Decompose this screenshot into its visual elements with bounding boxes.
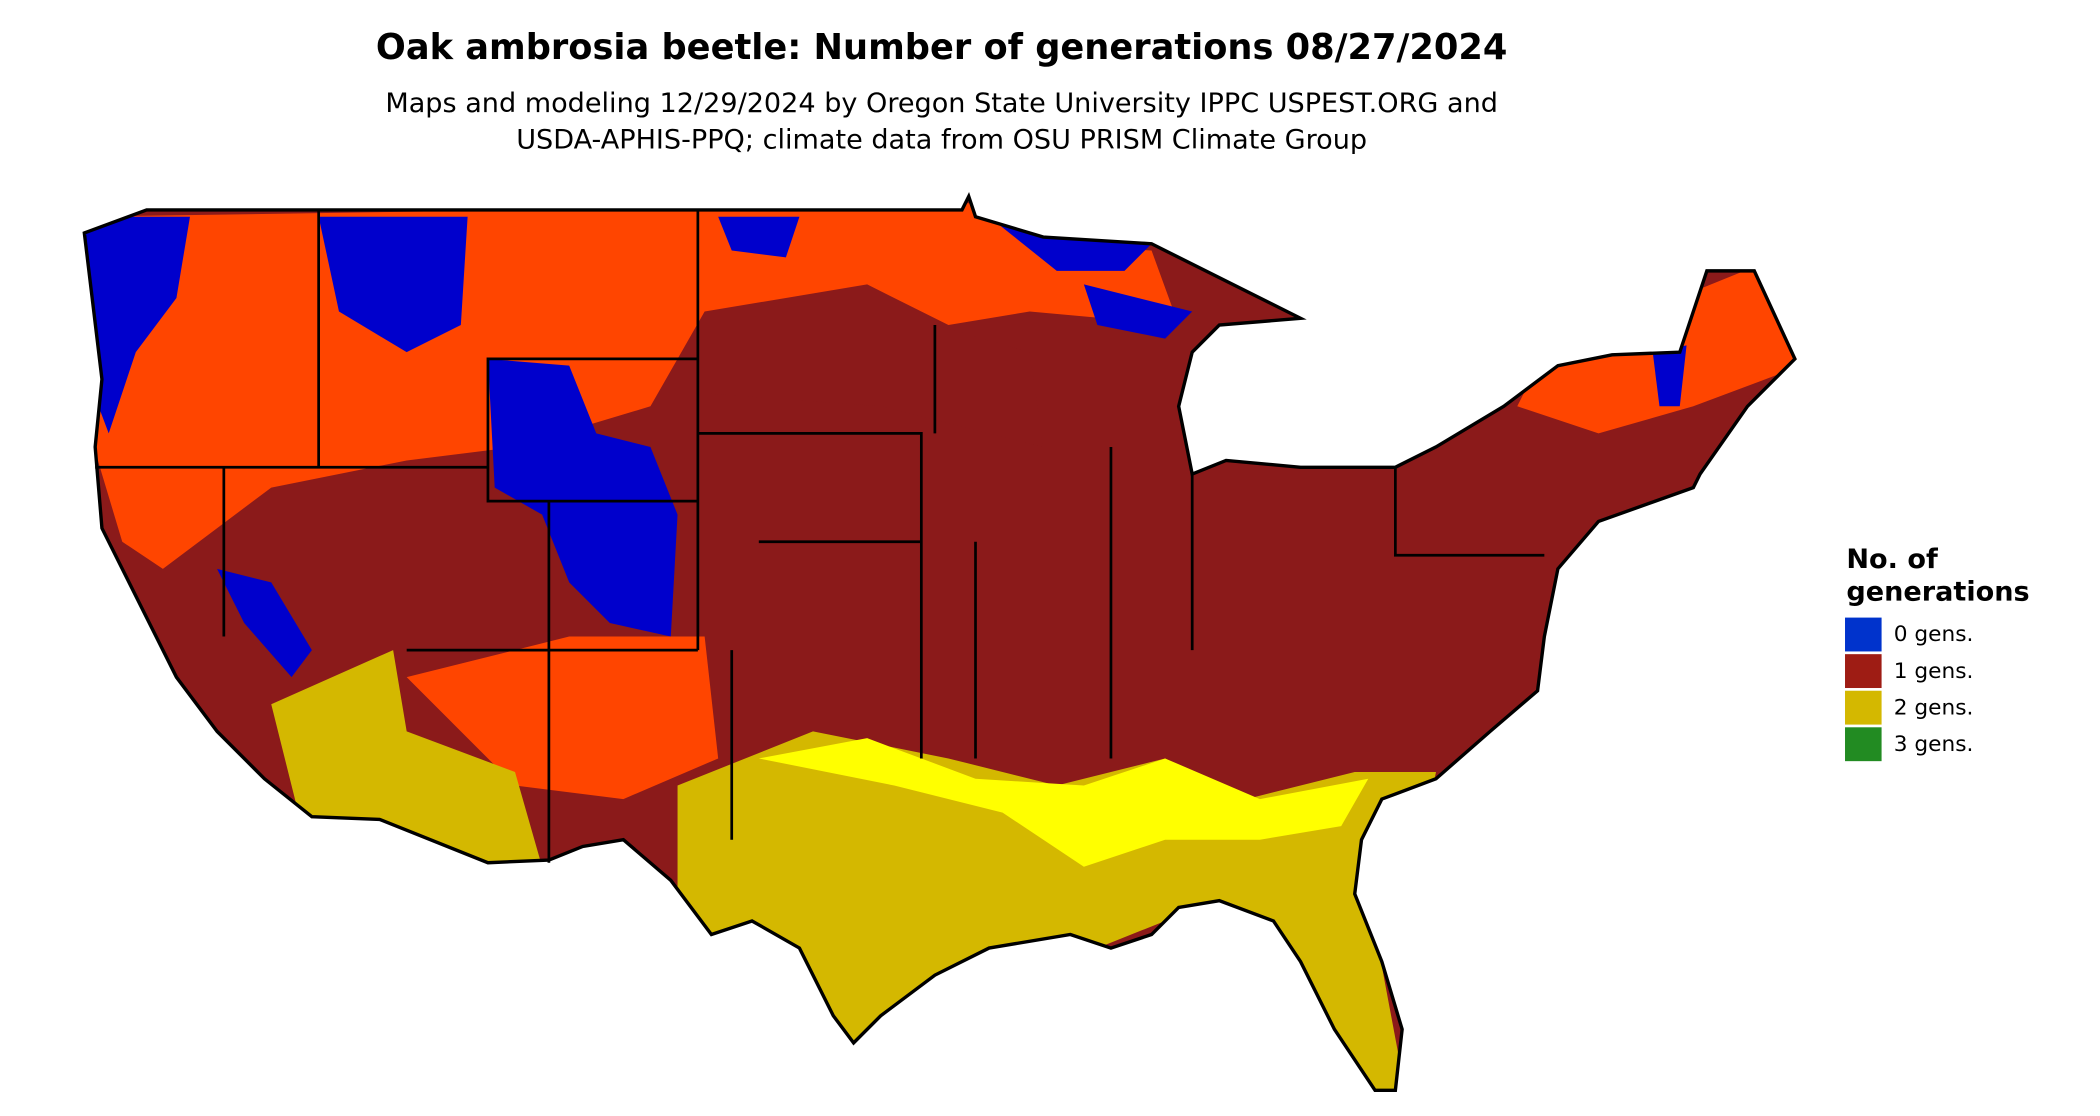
legend-swatch	[1845, 727, 1882, 762]
map-title: Oak ambrosia beetle: Number of generatio…	[376, 27, 1507, 68]
legend-swatch	[1845, 690, 1882, 725]
legend-title: generations	[1846, 577, 2029, 608]
us-outline	[82, 191, 1797, 1092]
legend: No. of generations 0 gens. 1 gens. 2 gens.…	[1845, 544, 2030, 762]
legend-label: 2 gens.	[1894, 695, 1974, 720]
legend-title: No. of	[1846, 544, 1939, 575]
map-regions	[84, 196, 1795, 1091]
legend-label: 3 gens.	[1894, 732, 1974, 757]
state-lines	[95, 209, 1545, 863]
map-subtitle: Maps and modeling 12/29/2024 by Oregon S…	[385, 88, 1498, 119]
legend-label: 0 gens.	[1894, 622, 1974, 647]
legend-swatch	[1845, 617, 1882, 652]
map-subtitle: USDA-APHIS-PPQ; climate data from OSU PR…	[516, 124, 1367, 155]
legend-swatch	[1845, 654, 1882, 689]
legend-label: 1 gens.	[1894, 659, 1974, 684]
